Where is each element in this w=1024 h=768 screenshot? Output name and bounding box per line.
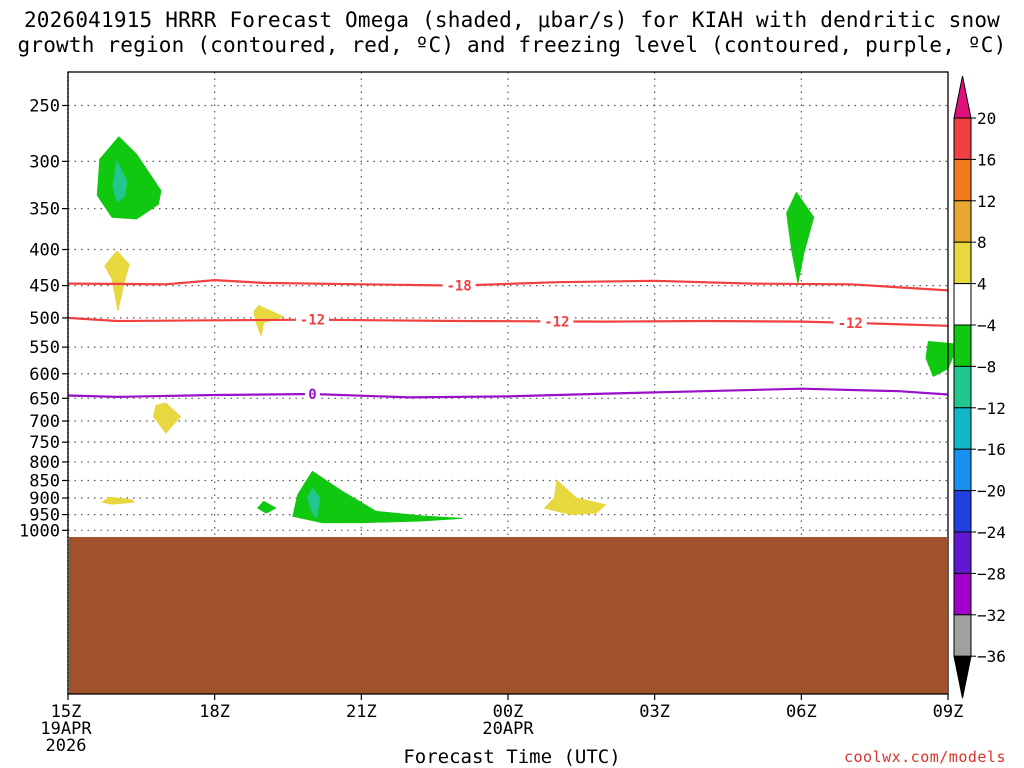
x-tick-label: 20APR xyxy=(482,719,534,739)
omega-region xyxy=(307,487,321,519)
colorbar-label: −20 xyxy=(977,482,1006,501)
colorbar-top-arrow xyxy=(953,75,972,119)
y-tick-label: 650 xyxy=(29,389,60,409)
colorbar-label: −36 xyxy=(977,647,1006,666)
chart-title: 2026041915 HRRR Forecast Omega (shaded, … xyxy=(0,8,1024,58)
pressure-axis: 2503003504004505005506006507007508008509… xyxy=(19,97,68,541)
y-tick-label: 1000 xyxy=(19,521,60,541)
y-tick-label: 800 xyxy=(29,453,60,473)
colorbar-label: −4 xyxy=(977,316,996,335)
x-tick-label: 2026 xyxy=(46,736,87,756)
colorbar-band xyxy=(953,407,972,450)
colorbar-label: 20 xyxy=(977,109,996,128)
chart-title-line1: 2026041915 HRRR Forecast Omega (shaded, … xyxy=(23,8,1001,32)
contour-label: 0 xyxy=(308,387,316,403)
y-tick-label: 300 xyxy=(29,152,60,172)
x-tick-label: 21Z xyxy=(346,702,377,722)
contour-label-bg xyxy=(295,310,329,328)
colorbar-band xyxy=(953,241,972,285)
chart-title-line2: growth region (contoured, red, ºC) and f… xyxy=(17,33,1007,57)
y-tick-label: 350 xyxy=(29,200,60,220)
x-tick-label: 00Z xyxy=(493,702,524,722)
colorbar-band xyxy=(953,117,972,160)
credit-link[interactable]: coolwx.com/models xyxy=(843,748,1006,766)
y-tick-label: 250 xyxy=(29,97,60,117)
omega-region xyxy=(101,496,135,505)
colorbar-label: −8 xyxy=(977,357,996,376)
colorbar-label: 8 xyxy=(977,233,987,252)
x-tick-label: 18Z xyxy=(199,702,230,722)
x-axis-title: Forecast Time (UTC) xyxy=(403,746,621,768)
contour-line xyxy=(67,316,949,327)
omega-region xyxy=(544,480,607,516)
contour-label-bg xyxy=(304,385,320,403)
temperature-contours: -18 -12 -12 -12 0 xyxy=(67,276,949,403)
colorbar-band xyxy=(953,365,972,409)
colorbar-label: 12 xyxy=(977,192,996,211)
colorbar-label: −32 xyxy=(977,606,1006,625)
x-tick-label: 15Z xyxy=(51,702,82,722)
contour-label-bg xyxy=(540,312,574,330)
y-tick-label: 850 xyxy=(29,472,60,492)
omega-region xyxy=(112,160,128,202)
colorbar-label: −24 xyxy=(977,523,1006,542)
omega-region xyxy=(257,500,277,514)
colorbar-band xyxy=(953,200,972,243)
y-tick-label: 600 xyxy=(29,365,60,385)
contour-label: -12 xyxy=(544,314,569,330)
contour-label-bg xyxy=(442,276,476,294)
y-tick-label: 450 xyxy=(29,277,60,297)
omega-region xyxy=(786,191,815,284)
y-tick-label: 700 xyxy=(29,412,60,432)
y-tick-label: 550 xyxy=(29,338,60,358)
colorbar-band xyxy=(953,490,972,533)
colorbar-band xyxy=(953,614,972,657)
x-tick-label: 19APR xyxy=(40,719,92,739)
colorbar-label: 4 xyxy=(977,275,987,294)
colorbar-band xyxy=(953,448,972,492)
terrain-band xyxy=(69,536,947,694)
omega-region xyxy=(925,341,959,377)
colorbar-band xyxy=(953,324,972,367)
colorbar-label: −16 xyxy=(977,440,1006,459)
y-tick-label: 500 xyxy=(29,309,60,329)
terrain-layer xyxy=(69,536,947,694)
colorbar-label: −12 xyxy=(977,399,1006,418)
colorbar-band xyxy=(953,572,972,616)
y-tick-label: 750 xyxy=(29,433,60,453)
contour-label-bg xyxy=(833,313,867,331)
colorbar-band xyxy=(953,283,972,326)
omega-shaded-regions xyxy=(96,136,959,524)
omega-region xyxy=(96,136,162,220)
contour-label: -18 xyxy=(446,279,471,295)
y-tick-label: 400 xyxy=(29,241,60,261)
x-tick-label: 09Z xyxy=(933,702,964,722)
colorbar-label: −28 xyxy=(977,564,1006,583)
y-tick-label: 950 xyxy=(29,506,60,526)
x-tick-label: 03Z xyxy=(639,702,670,722)
contour-label: -12 xyxy=(300,313,325,329)
colorbar-band xyxy=(953,531,972,574)
colorbar-label: 16 xyxy=(977,150,996,169)
colorbar-band xyxy=(953,158,972,202)
colorbar-bottom-arrow xyxy=(953,655,972,699)
contour-line xyxy=(67,387,949,399)
omega-region xyxy=(292,470,463,524)
omega-region xyxy=(104,250,130,311)
colorbar: 20 16 12 8 4 −4 −8 −12 −16 −20 −24 −28 −32 −36 xyxy=(953,75,1006,699)
omega-region xyxy=(153,402,181,434)
contour-label: -12 xyxy=(838,316,863,332)
y-tick-label: 900 xyxy=(29,489,60,509)
x-tick-label: 06Z xyxy=(786,702,817,722)
